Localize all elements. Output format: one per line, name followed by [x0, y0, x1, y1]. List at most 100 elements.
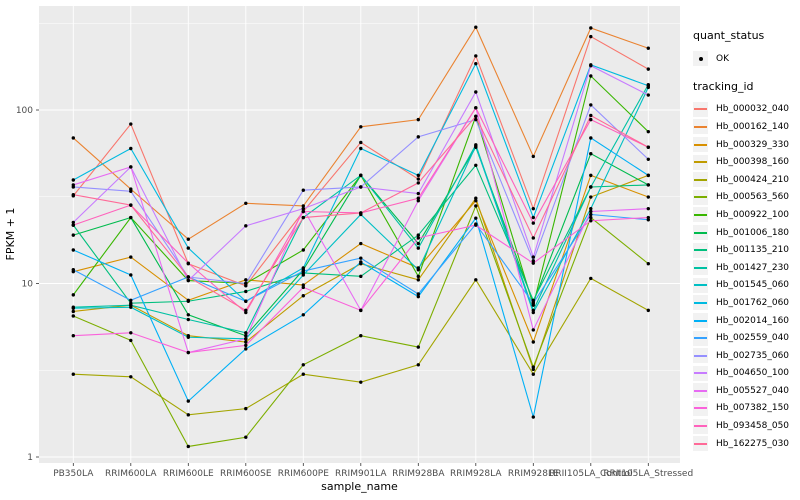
data-point: [646, 308, 650, 313]
legend-item-quant-ok: OK: [693, 50, 799, 68]
data-point: [474, 223, 478, 227]
data-point: [531, 310, 535, 315]
data-point: [301, 248, 305, 252]
legend-item-label: Hb_002735_060: [716, 350, 790, 361]
data-point: [129, 331, 133, 335]
data-point: [531, 301, 535, 305]
data-point: [474, 199, 478, 203]
data-point: [71, 268, 76, 272]
data-point: [186, 237, 190, 241]
data-point: [589, 103, 593, 107]
legend-item-Hb_005527_040: Hb_005527_040: [693, 382, 799, 400]
data-point: [416, 345, 420, 349]
data-point: [416, 274, 420, 279]
data-point: [589, 136, 593, 140]
data-point: [301, 266, 305, 270]
data-point: [589, 215, 593, 220]
legend-item-Hb_162275_030: Hb_162275_030: [693, 435, 799, 453]
data-point: [416, 294, 420, 299]
legend-item-label: Hb_000922_100: [716, 209, 790, 220]
data-point: [244, 347, 248, 351]
series-color-line-icon: [694, 266, 707, 269]
data-point: [646, 93, 650, 97]
legend: quant_status OK tracking_id Hb_000032_04…: [693, 29, 799, 452]
data-point: [531, 154, 535, 159]
legend-key-box: [693, 137, 708, 153]
data-point: [474, 54, 478, 58]
data-point: [129, 255, 133, 259]
data-point: [589, 34, 593, 39]
data-point: [71, 136, 76, 140]
data-point: [416, 173, 420, 178]
data-point: [186, 313, 190, 317]
legend-item-Hb_001762_060: Hb_001762_060: [693, 294, 799, 312]
x-tick-label: RRIM600PE: [278, 469, 330, 479]
data-point: [359, 334, 363, 338]
data-point: [186, 299, 190, 303]
series-color-line-icon: [694, 213, 707, 216]
data-point: [646, 129, 650, 134]
data-point: [474, 117, 478, 122]
data-point: [589, 117, 593, 122]
legend-item-Hb_000032_040: Hb_000032_040: [693, 101, 799, 119]
legend-item-Hb_000424_210: Hb_000424_210: [693, 171, 799, 189]
data-point: [646, 157, 650, 161]
data-point: [244, 281, 248, 286]
data-point: [589, 276, 593, 281]
y-tick-label: 1: [27, 453, 33, 463]
x-tick-label: RRII105LA_Stressed: [603, 469, 693, 479]
data-point: [301, 269, 305, 273]
data-point: [244, 435, 248, 439]
x-tick-label: RRIM928BA: [392, 469, 445, 479]
data-point: [531, 415, 535, 419]
data-point: [646, 145, 650, 149]
data-point: [71, 192, 76, 197]
data-point: [359, 256, 363, 260]
data-point: [531, 372, 535, 376]
data-point: [359, 146, 363, 151]
legend-tracking-entries: Hb_000032_040 Hb_000162_140 Hb_000329_330 H…: [693, 101, 799, 453]
data-point: [589, 219, 593, 223]
y-axis-title: FPKM + 1: [4, 208, 17, 261]
legend-key-box: [693, 277, 708, 293]
legend-item-Hb_007382_150: Hb_007382_150: [693, 400, 799, 418]
series-color-line-icon: [694, 125, 707, 128]
data-point: [186, 246, 190, 250]
legend-key-box: [693, 330, 708, 346]
legend-item-label: Hb_005527_040: [716, 385, 790, 396]
data-point: [244, 224, 248, 228]
data-point: [129, 122, 133, 126]
data-point: [646, 67, 650, 71]
data-point: [416, 363, 420, 367]
data-point: [359, 380, 363, 384]
data-point: [646, 195, 650, 199]
x-tick-label: RRIM600LA: [105, 469, 157, 479]
legend-key-box: [693, 119, 708, 135]
data-point: [359, 173, 363, 178]
legend-key-box: [693, 313, 708, 329]
legend-item-Hb_000563_560: Hb_000563_560: [693, 189, 799, 207]
legend-item-label: Hb_001762_060: [716, 297, 790, 308]
data-point: [359, 125, 363, 129]
legend-key-box: [693, 189, 708, 205]
legend-key-box: [693, 383, 708, 399]
data-point: [416, 236, 420, 240]
legend-item-Hb_000162_140: Hb_000162_140: [693, 118, 799, 136]
data-point: [301, 206, 305, 211]
data-point: [186, 335, 190, 339]
data-point: [186, 350, 190, 355]
legend-item-label: Hb_001545_060: [716, 280, 790, 291]
data-point: [531, 328, 535, 332]
data-point: [301, 294, 305, 298]
legend-spacer: [693, 68, 799, 80]
legend-item-label: Hb_000424_210: [716, 174, 790, 185]
series-color-line-icon: [694, 442, 707, 445]
series-color-line-icon: [694, 178, 707, 181]
data-point: [416, 278, 420, 282]
data-point: [646, 206, 650, 211]
data-point: [129, 338, 133, 343]
data-point: [646, 262, 650, 266]
x-axis-title: sample_name: [321, 480, 398, 493]
data-point: [589, 113, 593, 118]
series-color-line-icon: [694, 389, 707, 392]
